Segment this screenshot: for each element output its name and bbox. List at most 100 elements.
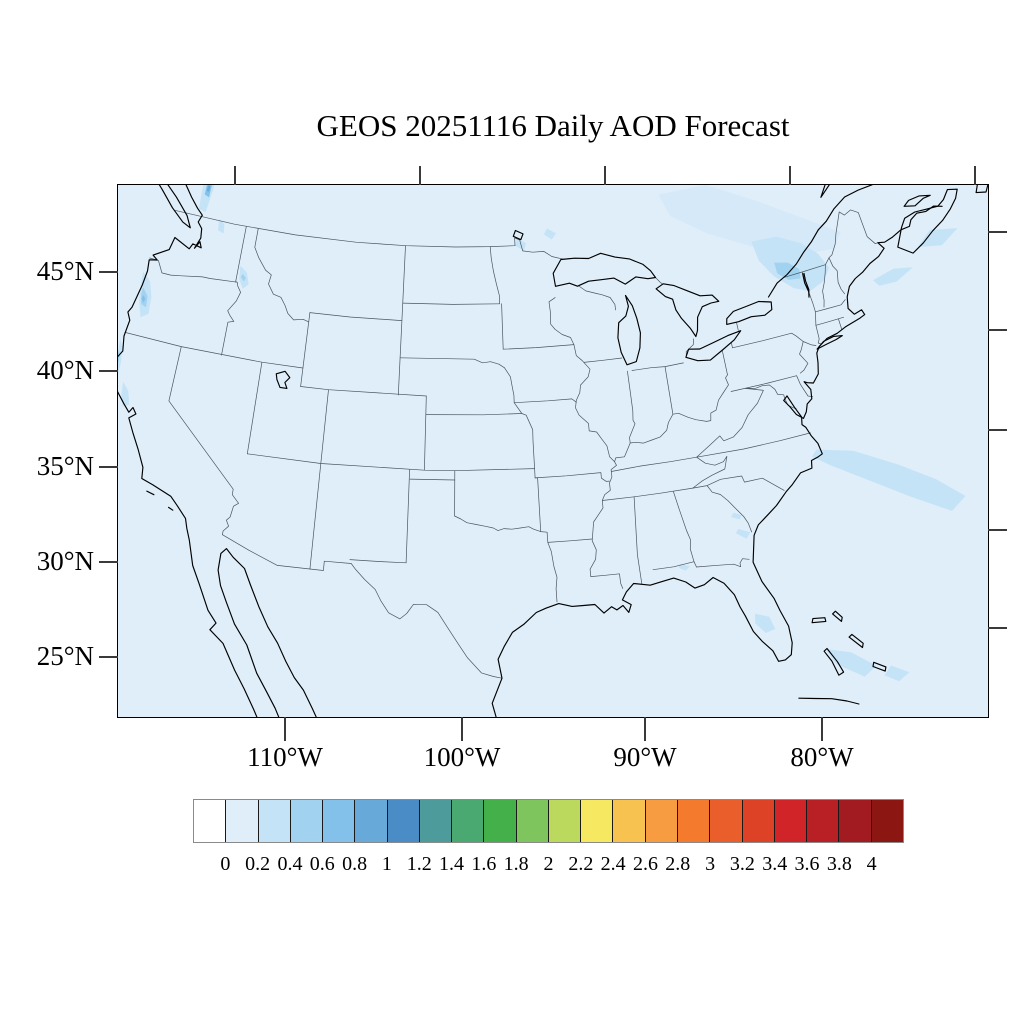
state-border-line [349,559,407,564]
aod-patch-l3 [825,648,877,677]
colorbar-cell [386,800,419,842]
state-border-line [730,375,797,392]
colorbar-cell [418,800,452,842]
state-border-line [405,469,410,564]
state-border-line [815,316,845,326]
colorbar-tick-label: 0.8 [342,853,368,875]
lat-tick-right [988,529,1007,531]
colorbar-cell [451,800,484,842]
colorbar-cell [644,800,677,842]
lon-tick-label: 100°W [423,742,501,772]
aod-patch-l3 [543,228,557,240]
coastline [798,697,860,705]
lat-tick-label: 40°N [36,355,94,385]
lon-tick-label: 80°W [790,742,854,772]
colorbar-tick-label: 1.6 [471,853,497,875]
state-border-line [633,496,643,585]
colorbar-tick-label: 1.2 [406,853,432,875]
colorbar-tick-label: 2.4 [600,853,626,875]
aod-patch-l3 [755,613,776,633]
lat-tick-right [988,627,1007,629]
state-border-line [614,374,729,463]
colorbar-tick-label: 3.6 [794,853,820,875]
state-border-line [783,209,879,278]
lon-tick-bottom [821,717,823,741]
lat-tick-left [99,271,118,273]
state-border-line [631,362,684,371]
state-border-line [736,322,739,331]
aod-patch-l3 [917,228,958,248]
colorbar-cell [612,800,645,842]
aod-patch-l5 [141,295,146,303]
coastline [823,647,845,676]
state-border-line [822,264,826,308]
coastline [897,188,958,254]
colorbar-tick-label: 3.8 [826,853,852,875]
state-border-line [454,515,542,532]
lon-tick-bottom [284,717,286,741]
state-border-line [173,209,587,260]
colorbar [193,799,904,843]
colorbar-tick-label: 2.8 [665,853,691,875]
coastline [832,610,843,622]
state-border-line [828,257,846,295]
state-border-line [309,312,403,321]
colorbar-cell [289,800,323,842]
coastline [848,633,864,649]
coastline [158,185,191,229]
coastline [816,335,843,350]
great-lake-outline [617,294,641,366]
great-lake-outline [552,252,657,287]
state-border-line [425,413,523,416]
coastline [275,370,291,389]
aod-patch-l4 [240,273,246,282]
state-border-line [502,344,575,350]
aod-patch-l6 [206,185,211,192]
aod-patch-l3 [121,381,130,407]
state-border-line [409,478,456,481]
colorbar-cell [354,800,387,842]
state-border-line [815,324,822,345]
lat-tick-left [99,561,118,563]
colorbar-tick-label: 2 [543,853,554,875]
state-border-line [246,361,263,455]
colorbar-cell [547,800,581,842]
aod-patch-l3 [678,563,690,571]
state-border-line [397,245,406,396]
aod-patch-l3 [735,529,751,539]
aod-patch-l3 [731,512,742,520]
state-border-line [221,226,247,356]
state-border-line [610,456,697,472]
state-border-line [692,475,785,491]
state-border-line [168,346,239,536]
coastline [118,185,258,717]
aod-patch-haze [658,185,841,255]
state-border-line [548,297,617,577]
aod-patch-l3 [198,185,215,213]
state-border-line [300,312,311,387]
state-border-line [796,375,814,398]
coastline [975,185,988,194]
great-lake-outline [655,283,720,338]
aod-patch-l3 [751,236,830,292]
lat-tick-label: 35°N [36,451,94,481]
colorbar-cell [709,800,742,842]
map-frame [117,184,989,718]
state-border-line [513,398,577,404]
lon-tick-label: 110°W [247,742,323,772]
state-border-line [254,228,310,323]
aod-patch-l3 [873,267,913,286]
figure-title: GEOS 20251116 Daily AOD Forecast [316,108,790,143]
state-border-line [399,357,505,369]
state-border-line [547,538,593,543]
colorbar-cell [483,800,516,842]
state-border-line [696,388,764,458]
state-border-line [732,332,809,374]
state-border-line [534,472,610,482]
state-border-line [627,370,636,444]
coastline [903,194,931,207]
colorbar-tick-label: 0.2 [245,853,271,875]
colorbar-tick-label: 2.6 [632,853,658,875]
aod-patch-l3 [884,665,910,682]
colorbar-cell [676,800,710,842]
